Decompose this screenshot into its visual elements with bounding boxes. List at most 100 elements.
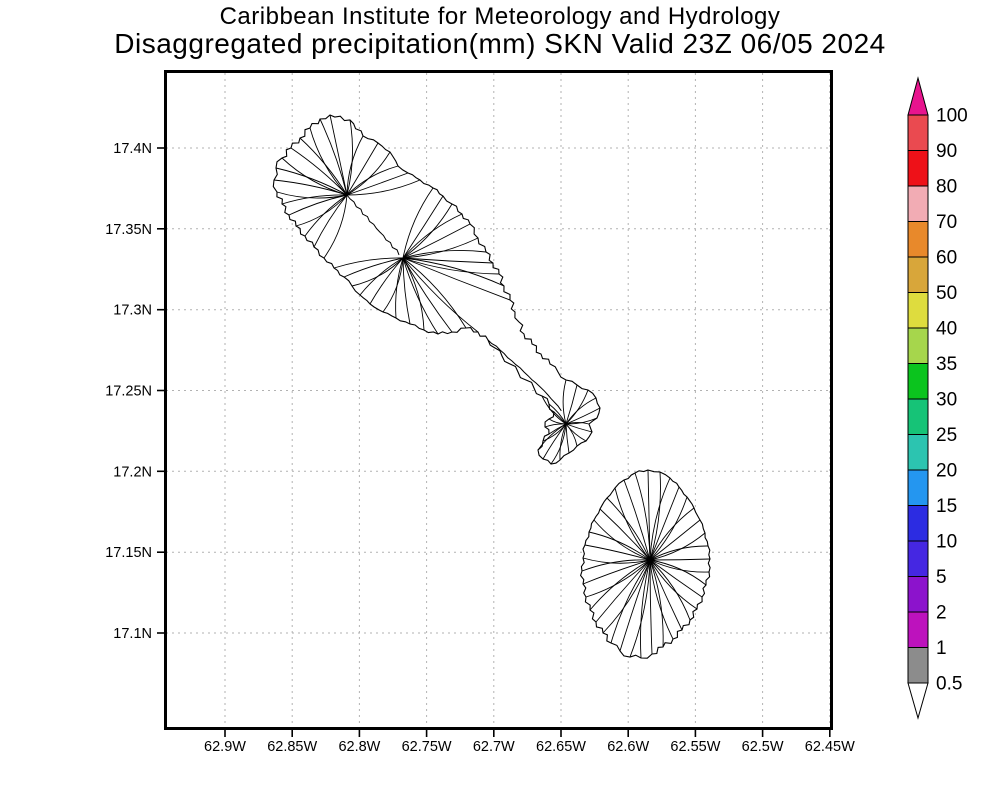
st-kitts-river-line: [565, 384, 578, 425]
nevis-river-line: [649, 559, 703, 598]
colorbar-value-label: 70: [936, 212, 957, 233]
colorbar-segment: [907, 611, 929, 648]
x-tick-label: 62.85W: [267, 739, 317, 755]
x-tick-label: 62.9W: [204, 739, 246, 755]
nevis-river-line: [649, 559, 710, 573]
st-kitts-river-line: [402, 257, 467, 329]
y-tick-label: 17.25N: [105, 384, 152, 400]
st-kitts-river-line: [382, 257, 404, 313]
st-kitts-river-line: [346, 135, 364, 196]
nevis-river-line: [649, 559, 698, 610]
colorbar-segment: [907, 540, 929, 577]
nevis-river-line: [585, 559, 651, 598]
x-tick-label: 62.65W: [536, 739, 586, 755]
st-kitts-river-line: [275, 167, 348, 196]
map-frame: [164, 70, 833, 730]
colorbar-value-label: 25: [936, 425, 957, 446]
nevis-river-line: [584, 544, 651, 561]
colorbar-value-label: 10: [936, 532, 957, 553]
nevis-river-line: [649, 532, 706, 561]
st-kitts-ridge-line: [346, 194, 400, 256]
nevis-river-line: [599, 508, 651, 561]
y-tick-label: 17.4N: [113, 141, 152, 157]
st-kitts-river-line: [565, 423, 578, 447]
st-kitts-river-line: [402, 257, 494, 264]
st-kitts-river-line: [565, 407, 601, 425]
st-kitts-river-line: [402, 195, 444, 259]
st-kitts-river-line: [343, 257, 404, 278]
nevis-river-line: [593, 519, 651, 561]
colorbar-value-label: 50: [936, 283, 957, 304]
y-tick-label: 17.1N: [113, 626, 152, 642]
colorbar-segment: [907, 505, 929, 542]
st-kitts-river-line: [565, 423, 593, 433]
st-kitts-river-line: [548, 403, 567, 425]
st-kitts-river-line: [281, 194, 348, 205]
st-kitts-river-line: [351, 257, 404, 287]
colorbar-segment: [907, 398, 929, 435]
st-kitts-river-line: [402, 257, 425, 331]
st-kitts-river-line: [346, 119, 353, 196]
colorbar-segment: [907, 434, 929, 471]
st-kitts-river-line: [319, 118, 348, 196]
colorbar-under-arrow: [907, 682, 929, 720]
st-kitts-river-line: [323, 194, 348, 259]
colorbar-value-label: 2: [936, 603, 947, 624]
colorbar-value-label: 40: [936, 319, 957, 340]
colorbar-segment: [907, 292, 929, 329]
colorbar-segment: [907, 327, 929, 364]
nevis-river-line: [610, 559, 651, 644]
st-kitts-ridge-line: [487, 339, 562, 412]
colorbar-value-label: 100: [936, 106, 968, 127]
colorbar-segment: [907, 576, 929, 613]
x-tick-label: 62.7W: [473, 739, 515, 755]
nevis-river-line: [649, 559, 674, 640]
st-kitts-river-line: [309, 127, 348, 196]
st-kitts-river-line: [346, 151, 391, 196]
nevis-river-line: [581, 559, 651, 572]
st-kitts-river-line: [542, 423, 567, 442]
st-kitts-river-line: [402, 249, 487, 259]
x-tick-label: 62.55W: [670, 739, 720, 755]
colorbar-value-label: 15: [936, 496, 957, 517]
nevis-river-line: [634, 472, 651, 561]
st-kitts-river-line: [359, 257, 404, 296]
nevis-river-line: [640, 559, 651, 659]
nevis-river-line: [649, 477, 671, 561]
nevis-river-line: [649, 496, 688, 561]
st-kitts-river-line: [402, 257, 439, 335]
colorbar-value-label: 20: [936, 461, 957, 482]
nevis-river-line: [649, 545, 709, 561]
x-tick-label: 62.8W: [338, 739, 380, 755]
colorbar-segment: [907, 256, 929, 293]
nevis-river-line: [606, 497, 651, 561]
st-kitts-river-line: [402, 257, 505, 287]
colorbar-over-arrow: [907, 76, 929, 116]
st-kitts-river-line: [276, 191, 348, 199]
st-kitts-river-line: [346, 179, 421, 196]
colorbar-value-label: 60: [936, 248, 957, 269]
colorbar-segment: [907, 114, 929, 151]
colorbar-segment: [907, 221, 929, 258]
st-kitts-river-line: [333, 257, 404, 269]
y-tick-label: 17.3N: [113, 303, 152, 319]
st-kitts-river-line: [402, 257, 511, 301]
colorbar-value-label: 1: [936, 638, 947, 659]
nevis-river-line: [649, 559, 653, 655]
title-product: Disaggregated precipitation(mm) SKN Vali…: [114, 28, 886, 59]
nevis-river-line: [629, 559, 651, 658]
st-kitts-river-line: [548, 423, 567, 435]
colorbar-value-label: 0.5: [936, 674, 962, 695]
colorbar-value-label: 90: [936, 141, 957, 162]
y-tick-label: 17.35N: [105, 222, 152, 238]
st-kitts-river-line: [313, 194, 348, 248]
st-kitts-river-line: [550, 423, 567, 465]
st-kitts-river-line: [295, 194, 348, 227]
title-institute: Caribbean Institute for Meteorology and …: [219, 3, 781, 30]
colorbar-value-label: 5: [936, 567, 947, 588]
x-tick-label: 62.6W: [607, 739, 649, 755]
st-kitts-river-line: [565, 422, 590, 425]
st-kitts-river-line: [402, 213, 463, 259]
nevis-river-line: [588, 531, 651, 561]
